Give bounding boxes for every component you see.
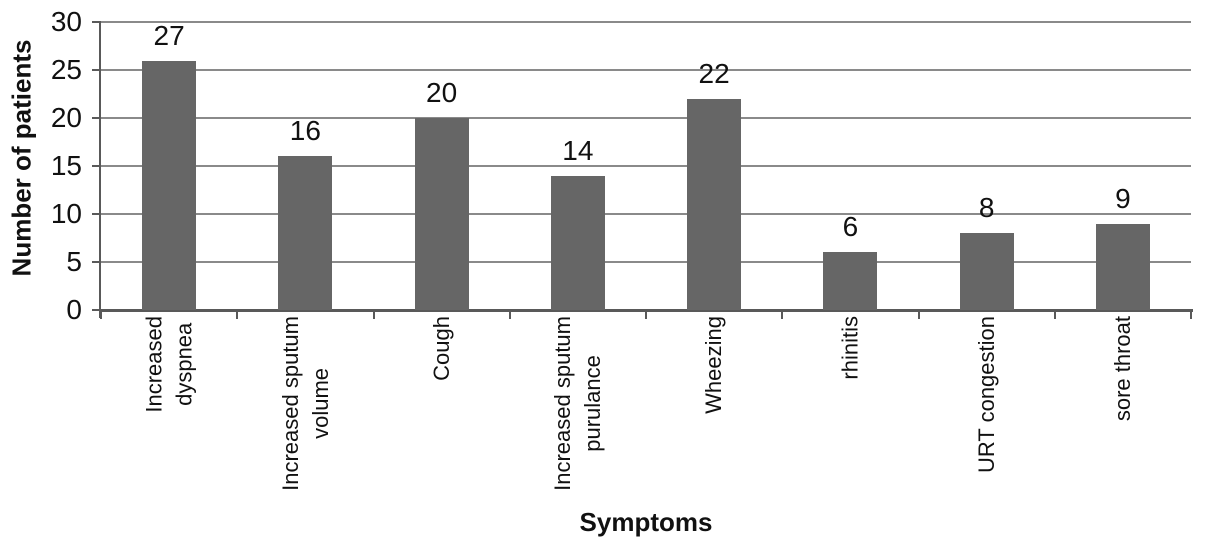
bar-value-label: 9	[1115, 182, 1131, 214]
x-axis-tick	[645, 310, 647, 319]
bar-value-label: 16	[289, 115, 321, 147]
bar	[959, 233, 1014, 310]
x-axis-tick	[508, 310, 511, 319]
x-axis-tick	[917, 310, 920, 319]
x-axis-tick	[100, 310, 102, 319]
y-axis-tick-label: 0	[66, 294, 82, 325]
y-axis-line	[99, 22, 101, 318]
bar-value-label: 22	[698, 57, 730, 89]
y-axis-tick	[92, 213, 101, 215]
y-axis-tick	[92, 21, 101, 23]
category-label-slot: Increased sputum purulance	[510, 316, 646, 552]
bar	[278, 156, 333, 310]
gridline	[101, 213, 1191, 215]
y-axis-tick-label: 15	[50, 150, 82, 181]
category-label-slot: sore throat	[1055, 316, 1191, 552]
x-axis-title: Symptoms	[579, 507, 713, 537]
bar-slot: 9	[1055, 22, 1191, 310]
category-label-slot: rhinitis	[782, 316, 918, 552]
bar-value-label: 14	[562, 134, 594, 166]
bar	[414, 118, 469, 310]
category-label: sore throat	[1109, 316, 1135, 422]
bar	[823, 252, 878, 310]
bar-slot: 14	[510, 22, 646, 310]
category-label-slot: Increased sputum volume	[237, 316, 373, 552]
y-axis-tick-label: 5	[66, 246, 82, 277]
x-axis-tick	[1053, 310, 1056, 319]
category-label: rhinitis	[837, 316, 863, 380]
bar-slot: 20	[374, 22, 510, 310]
gridline	[101, 117, 1191, 119]
x-axis-tick	[236, 310, 239, 319]
category-label-slot: URT congestion	[919, 316, 1055, 552]
bar-slot: 16	[237, 22, 373, 310]
y-axis-tick	[92, 165, 101, 167]
bar-slot: 27	[101, 22, 237, 310]
category-label: Cough	[428, 316, 454, 381]
bar-slot: 6	[782, 22, 918, 310]
bar	[1095, 223, 1150, 310]
y-axis-tick-label: 20	[50, 102, 82, 133]
bar-slot: 22	[646, 22, 782, 310]
x-axis-tick	[1190, 310, 1192, 319]
bar	[687, 98, 742, 310]
bar-value-label: 8	[978, 192, 995, 224]
bar	[550, 175, 605, 310]
category-label: URT congestion	[973, 316, 999, 473]
bar-slot: 8	[919, 22, 1055, 310]
gridline	[101, 261, 1191, 263]
gridline	[101, 21, 1191, 23]
category-label: Wheezing	[701, 316, 727, 414]
x-axis-tick	[372, 310, 375, 319]
category-label: Increased sputum volume	[277, 316, 333, 491]
category-label: Increased sputum purulance	[549, 316, 605, 491]
y-axis-tick	[92, 69, 101, 71]
y-axis-tick-label: 25	[50, 54, 82, 85]
gridline	[101, 69, 1191, 71]
category-label: Increased dyspnea	[141, 316, 197, 413]
bar-value-label: 27	[153, 20, 185, 51]
x-axis-tick	[781, 310, 784, 319]
y-axis-tick-label: 10	[50, 198, 82, 229]
y-axis-tick-label: 30	[50, 6, 82, 37]
category-label-slot: Wheezing	[646, 316, 782, 552]
y-axis-tick	[92, 261, 101, 263]
y-axis-tick	[92, 309, 101, 311]
bar	[142, 61, 197, 310]
gridline	[101, 165, 1191, 167]
bar-value-label: 6	[842, 211, 859, 243]
plot-area	[101, 21, 1191, 310]
category-label-slot: Increased dyspnea	[101, 316, 237, 552]
category-label-slot: Cough	[374, 316, 510, 552]
bar-value-label: 20	[426, 77, 458, 108]
y-axis-tick	[92, 117, 101, 119]
